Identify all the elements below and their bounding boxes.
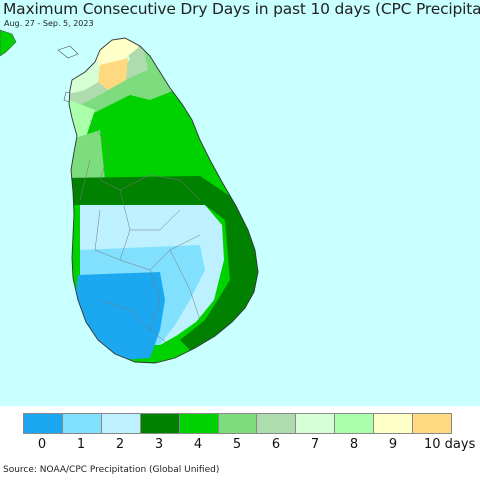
date-range: Aug. 27 - Sep. 5, 2023 [4,19,94,28]
map-title: Maximum Consecutive Dry Days in past 10 … [3,0,480,18]
source-credit: Source: NOAA/CPC Precipitation (Global U… [3,465,220,475]
legend-swatch-9 [374,414,414,433]
legend-label-2: 2 [115,437,125,452]
legend-labels: 0 1 2 3 4 5 6 7 8 9 10 days [0,437,480,457]
legend-label-7: 7 [310,437,320,452]
sri-lanka-map [0,29,259,364]
legend-swatch-0 [24,414,63,433]
legend-swatch-2 [101,414,141,433]
district-boundaries [79,119,201,346]
legend-label-5: 5 [232,437,242,452]
legend-label-0: 0 [37,437,47,452]
legend-label-9: 9 [388,437,398,452]
map-panel: Maximum Consecutive Dry Days in past 10 … [0,0,480,406]
legend-label-4: 4 [193,437,203,452]
legend-swatch-6 [257,414,297,433]
india-coast [0,29,17,57]
dry-days-field [69,38,258,363]
legend-label-8: 8 [349,437,359,452]
legend-swatch-8 [335,414,375,433]
legend-swatch-1 [62,414,102,433]
legend-label-6: 6 [271,437,281,452]
legend-label-10: 10 days [424,437,476,452]
legend-swatch-3 [140,414,180,433]
legend-label-3: 3 [154,437,164,452]
island-coastline [68,37,259,364]
legend-swatch-10 [413,414,451,433]
legend-label-1: 1 [76,437,86,452]
legend-swatch-7 [296,414,336,433]
legend-swatch-4 [179,414,219,433]
island-outline [57,45,79,59]
legend-swatch-5 [218,414,258,433]
legend-colorbar [23,413,452,434]
